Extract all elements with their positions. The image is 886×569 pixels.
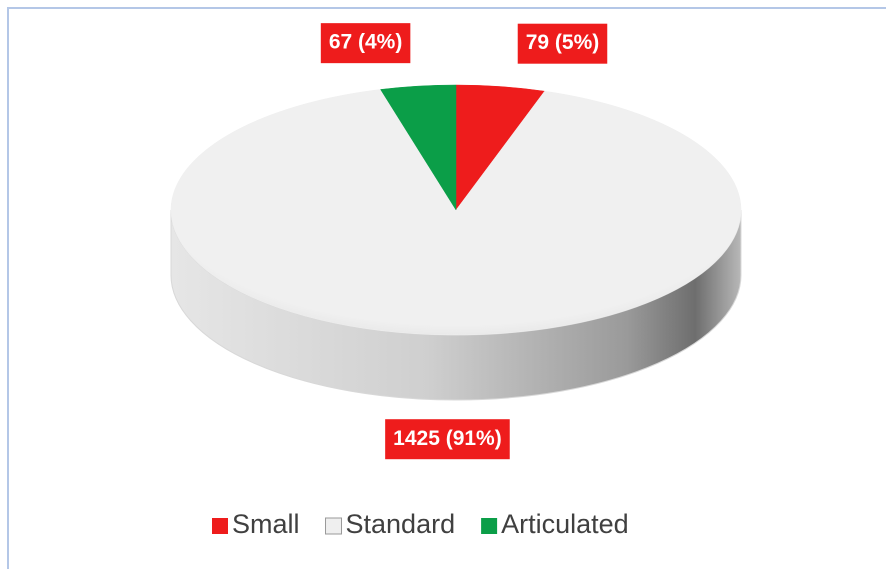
legend-label: Articulated [501, 509, 629, 539]
data-label-text: 79 (5%) [526, 31, 600, 54]
data-label-box [320, 23, 411, 64]
legend-marker [481, 518, 498, 534]
legend-label: Standard [346, 509, 456, 539]
data-label-box [385, 419, 510, 460]
data-label-text: 67 (4%) [329, 31, 403, 54]
data-label-box [517, 23, 608, 64]
legend-label: Small [232, 509, 300, 539]
pie-slice [170, 89, 742, 336]
data-label: 79 (5%) [517, 23, 608, 64]
data-label-text: 1425 (91%) [393, 427, 502, 450]
data-label: 67 (4%) [320, 23, 411, 64]
pie-slice [380, 84, 457, 211]
chart-border [7, 7, 886, 569]
data-label: 1425 (91%) [385, 419, 510, 460]
legend-marker [212, 518, 228, 534]
legend-marker [325, 517, 343, 535]
